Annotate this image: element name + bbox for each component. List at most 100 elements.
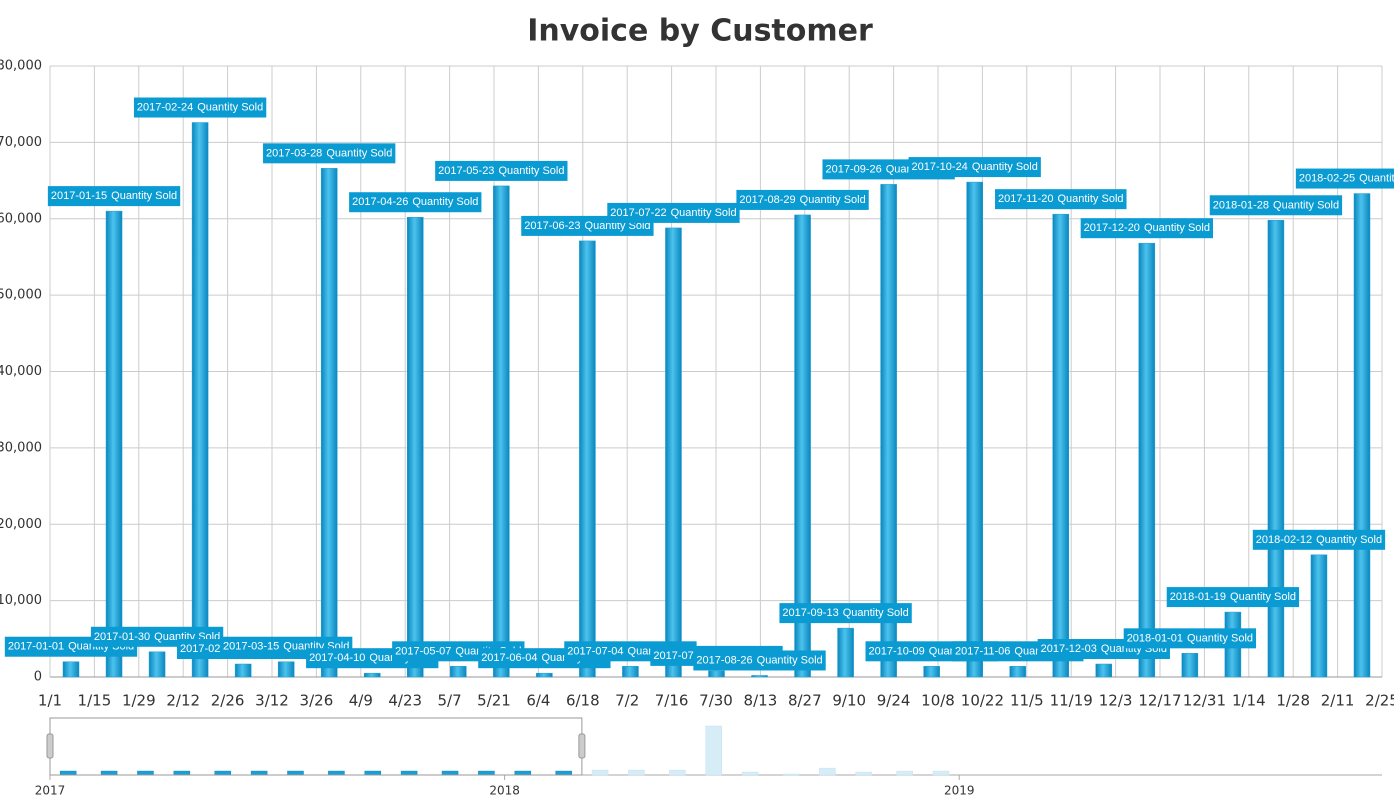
- x-tick-label: 1/1: [38, 692, 62, 710]
- x-tick-label: 2/25: [1365, 692, 1394, 710]
- navigator-bar: [328, 770, 345, 776]
- navigator-handle[interactable]: [46, 733, 54, 759]
- data-label: 2018-01-28 Quantity Sold: [1209, 195, 1343, 216]
- data-label-date: 2017-08-29: [739, 194, 795, 206]
- y-tick-label: 20,000: [0, 517, 42, 532]
- bar: [708, 670, 725, 678]
- x-tick-label: 6/4: [526, 692, 550, 710]
- navigator-bar: [478, 770, 495, 776]
- data-label-box: [607, 202, 740, 223]
- data-label-series: Quantity Sold: [1273, 199, 1339, 211]
- navigator-bar: [250, 770, 268, 776]
- data-label-date: 2017-09-13: [782, 607, 838, 619]
- data-label-box: [1123, 628, 1257, 649]
- y-tick-label: 0: [34, 670, 42, 685]
- navigator-bar: [364, 770, 382, 776]
- data-label-box: [263, 143, 396, 164]
- bar: [450, 666, 467, 678]
- bar: [493, 185, 510, 678]
- data-label-date: 2018-02-12: [1256, 534, 1312, 546]
- bar: [751, 675, 768, 678]
- data-label-date: 2017-09-26: [825, 163, 881, 175]
- data-label: 2017-03-28 Quantity Sold: [263, 143, 396, 164]
- x-tick-label: 10/22: [961, 692, 1004, 710]
- x-tick-label: 5/21: [477, 692, 511, 710]
- bar: [277, 661, 295, 678]
- data-label-text: 2017-03-28 Quantity Sold: [266, 147, 392, 159]
- data-label-date: 2017-12-03: [1041, 643, 1097, 655]
- x-tick-label: 12/31: [1183, 692, 1226, 710]
- data-label: 2018-02-25 Quantity Sold: [1295, 168, 1394, 189]
- data-label-date: 2017-05-23: [438, 165, 494, 177]
- y-tick-label: 30,000: [0, 440, 42, 455]
- y-tick-label: 10,000: [0, 593, 42, 608]
- navigator-bar: [782, 773, 800, 776]
- data-label: 2017-08-26 Quantity Sold: [693, 650, 826, 671]
- data-label-text: 2017-09-13 Quantity Sold: [782, 607, 908, 619]
- bar: [1052, 213, 1070, 678]
- x-tick-label: 9/10: [832, 692, 866, 710]
- data-label-box: [47, 186, 181, 207]
- data-label-text: 2018-01-28 Quantity Sold: [1213, 199, 1339, 211]
- data-label-series: Quantity Sold: [972, 161, 1038, 173]
- data-label-date: 2017-06-04: [481, 652, 537, 664]
- navigator-tick-label: 2018: [489, 784, 520, 798]
- navigator-bar: [896, 770, 913, 776]
- bar: [966, 181, 983, 678]
- data-label-date: 2017-01-15: [51, 190, 107, 202]
- data-label-box: [435, 160, 568, 181]
- data-label-series: Quantity Sold: [1359, 172, 1394, 184]
- x-tick-label: 2/12: [166, 692, 200, 710]
- x-tick-label: 1/15: [78, 692, 112, 710]
- navigator-bar: [441, 770, 459, 776]
- data-label-text: 2017-11-20 Quantity Sold: [998, 193, 1124, 205]
- navigator-bar: [173, 770, 191, 776]
- data-label-series: Quantity Sold: [1230, 591, 1296, 603]
- navigator-bar: [59, 770, 77, 776]
- x-tick-label: 1/29: [122, 692, 156, 710]
- data-label: 2017-08-29 Quantity Sold: [736, 189, 869, 210]
- x-tick-label: 9/24: [877, 692, 911, 710]
- x-tick-label: 1/28: [1276, 692, 1310, 710]
- data-label-text: 2017-12-20 Quantity Sold: [1084, 222, 1210, 234]
- bar: [1353, 193, 1371, 678]
- data-label-date: 2018-02-25: [1299, 172, 1355, 184]
- data-label-box: [1209, 195, 1343, 216]
- data-label-text: 2017-05-23 Quantity Sold: [438, 165, 564, 177]
- data-label: 2017-02-24 Quantity Sold: [133, 97, 267, 118]
- data-label: 2018-01-19 Quantity Sold: [1166, 587, 1300, 608]
- data-label-text: 2017-04-26 Quantity Sold: [352, 196, 478, 208]
- data-label-series: Quantity Sold: [757, 654, 823, 666]
- data-label-date: 2017-03-28: [266, 147, 322, 159]
- data-label-series: Quantity Sold: [800, 194, 866, 206]
- data-label-date: 2017-11-20: [998, 193, 1053, 205]
- navigator-bar: [400, 770, 418, 776]
- data-label-date: 2017-07-22: [610, 207, 666, 219]
- navigator-bar: [741, 771, 759, 776]
- data-label-box: [1166, 587, 1300, 608]
- data-label-series: Quantity Sold: [111, 190, 177, 202]
- bar: [191, 122, 209, 678]
- x-tick-label: 12/17: [1138, 692, 1181, 710]
- x-tick-label: 6/18: [566, 692, 600, 710]
- y-tick-label: 80,000: [0, 59, 42, 74]
- data-label: 2017-04-26 Quantity Sold: [349, 192, 482, 213]
- data-label-text: 2017-08-29 Quantity Sold: [739, 194, 865, 206]
- x-tick-label: 4/9: [349, 692, 373, 710]
- data-label-date: 2018-01-01: [1127, 632, 1183, 644]
- x-tick-label: 3/26: [300, 692, 334, 710]
- data-label-date: 2017-01-01: [8, 641, 64, 653]
- x-tick-label: 8/27: [788, 692, 822, 710]
- data-label-date: 2017-06-23: [524, 220, 580, 232]
- data-label: 2018-01-01 Quantity Sold: [1123, 628, 1257, 649]
- navigator-handle[interactable]: [578, 733, 586, 759]
- x-tick-label: 2/26: [211, 692, 245, 710]
- bar: [62, 661, 80, 678]
- bar: [407, 216, 424, 678]
- bar: [148, 651, 166, 678]
- data-label-series: Quantity Sold: [412, 196, 478, 208]
- x-tick-label: 2/11: [1321, 692, 1355, 710]
- data-label-text: 2017-07-22 Quantity Sold: [610, 207, 736, 219]
